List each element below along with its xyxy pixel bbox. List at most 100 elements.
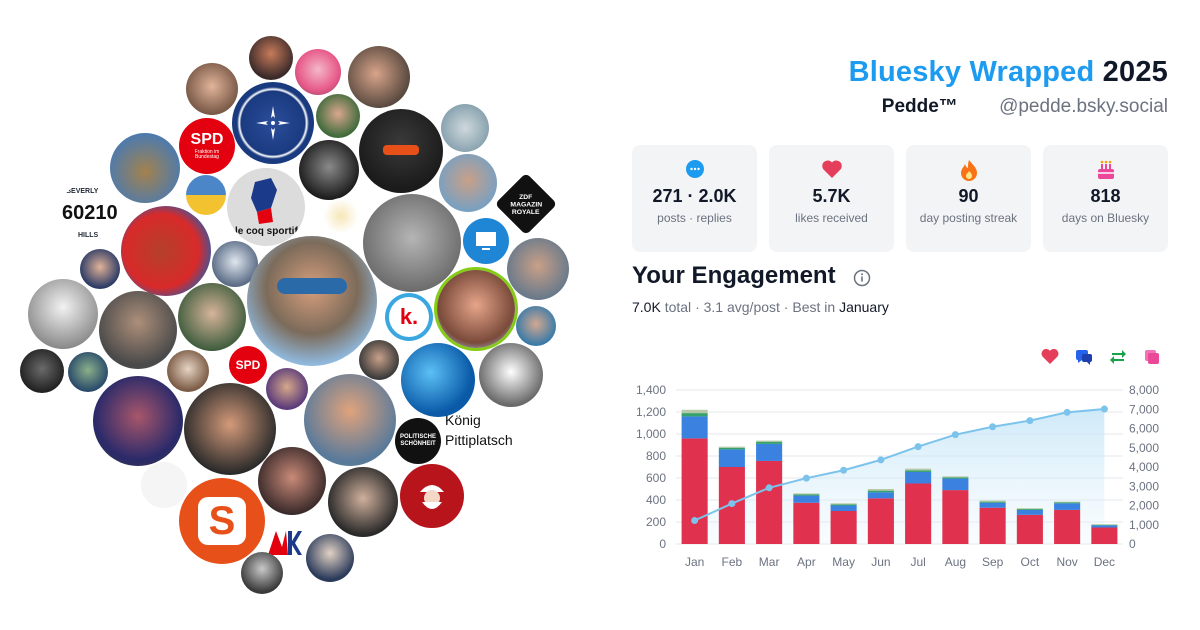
avatar[interactable] — [359, 109, 443, 193]
avatar[interactable] — [363, 194, 461, 292]
bar-segment-likes — [905, 483, 932, 544]
avatar-monitor[interactable] — [463, 218, 509, 264]
avatar-spd[interactable]: SPD — [229, 346, 267, 384]
avatar[interactable] — [258, 447, 326, 515]
quote-icon[interactable] — [1142, 347, 1162, 367]
stat-card-posts: 271 · 2.0K posts · replies — [632, 145, 757, 252]
avatar[interactable] — [295, 49, 341, 95]
avatar[interactable] — [479, 343, 543, 407]
avatar[interactable] — [93, 376, 183, 466]
cumulative-line — [694, 408, 1105, 522]
avatar-beverly-hills[interactable]: BEVERLY 60210 HILLS — [58, 182, 124, 248]
avatar-s-logo[interactable]: S — [179, 478, 265, 564]
avatar[interactable] — [306, 534, 354, 582]
bar-segment-replies — [942, 478, 969, 491]
bar-segment-likes — [1054, 509, 1081, 544]
y-left-tick-label: 400 — [646, 493, 666, 507]
avatar-spd-fraktion[interactable]: SPD Fraktion im Bundestag — [179, 118, 235, 174]
avatar-le-coq-sportif[interactable]: le coq sportif — [227, 168, 305, 246]
title-brand: Bluesky Wrapped — [848, 56, 1095, 88]
bar-segment-quotes — [867, 489, 894, 491]
heart-icon[interactable] — [1040, 347, 1060, 367]
avatar[interactable] — [121, 206, 211, 296]
cumulative-point — [1100, 405, 1108, 413]
x-tick-label: Jan — [685, 555, 704, 569]
avatar-highlighted[interactable] — [437, 270, 515, 348]
avatar[interactable] — [99, 291, 177, 369]
bar-segment-replies — [681, 416, 708, 439]
avatar[interactable] — [28, 279, 98, 349]
reply-icon[interactable] — [1074, 347, 1094, 367]
bar-segment-replies — [1091, 525, 1118, 528]
avatar[interactable] — [249, 36, 293, 80]
avatar[interactable] — [266, 368, 308, 410]
avatar-cluster: SPD Fraktion im Bundestag ZDF MAGAZIN RO… — [20, 36, 569, 594]
avatar[interactable] — [232, 82, 314, 164]
avatar[interactable] — [348, 46, 410, 108]
stat-card-days: 818 days on Bluesky — [1043, 145, 1168, 252]
bar-segment-reposts — [1016, 509, 1043, 510]
avatar[interactable] — [20, 349, 64, 393]
y-right-tick-label: 3,000 — [1129, 479, 1159, 493]
avatar[interactable] — [141, 462, 187, 508]
bar-segment-replies — [718, 449, 745, 467]
y-right-tick-label: 7,000 — [1129, 402, 1159, 416]
avatar[interactable] — [516, 306, 556, 346]
stat-label: posts · replies — [657, 211, 732, 225]
info-icon[interactable] — [853, 269, 871, 287]
x-tick-label: Jul — [910, 555, 925, 569]
avatar[interactable] — [441, 104, 489, 152]
avatar[interactable] — [401, 343, 475, 417]
y-right-tick-label: 0 — [1129, 537, 1136, 551]
y-right-tick-label: 2,000 — [1129, 499, 1159, 513]
avatar[interactable] — [299, 140, 359, 200]
bar-segment-likes — [867, 498, 894, 544]
avatar[interactable] — [178, 283, 246, 351]
avatar[interactable] — [323, 198, 359, 234]
profile-row: Pedde™ @pedde.bsky.social — [882, 96, 1168, 118]
x-tick-label: Feb — [722, 555, 743, 569]
stat-value: 818 — [1090, 186, 1121, 206]
y-left-tick-label: 1,000 — [636, 427, 666, 441]
avatar[interactable] — [247, 236, 377, 366]
avatar[interactable] — [167, 350, 209, 392]
bar-segment-reposts — [718, 447, 745, 450]
repost-icon[interactable] — [1108, 347, 1128, 367]
cumulative-point — [728, 500, 736, 508]
avatar[interactable] — [68, 352, 108, 392]
avatar[interactable] — [304, 374, 396, 466]
y-right-tick-label: 4,000 — [1129, 460, 1159, 474]
bar-segment-quotes — [718, 446, 745, 448]
avatar[interactable] — [359, 340, 399, 380]
avatar[interactable] — [80, 249, 120, 289]
avatar[interactable] — [316, 94, 360, 138]
avatar[interactable] — [241, 552, 283, 594]
avatar-politische-schoenheit[interactable]: POLITISCHE SCHÖNHEIT — [395, 418, 441, 464]
chart-legend — [1040, 347, 1162, 367]
bar-segment-likes — [793, 502, 820, 544]
bar-segment-likes — [756, 460, 783, 544]
avatar[interactable] — [328, 467, 398, 537]
avatar-k-logo[interactable]: k. — [385, 293, 433, 341]
avatar[interactable] — [186, 63, 238, 115]
cumulative-point — [877, 456, 885, 464]
bar-segment-reposts — [1091, 524, 1118, 526]
bar-segment-likes — [1016, 514, 1043, 544]
bar-segment-reposts — [681, 413, 708, 417]
engagement-best-month: January — [839, 299, 889, 315]
avatar-santa[interactable] — [400, 464, 464, 528]
bar-segment-reposts — [867, 490, 894, 493]
x-tick-label: Mar — [759, 555, 780, 569]
flame-icon — [960, 160, 977, 181]
bar-segment-quotes — [1016, 508, 1043, 510]
y-left-tick-label: 600 — [646, 471, 666, 485]
avatar[interactable] — [110, 133, 180, 203]
avatar[interactable] — [186, 175, 226, 215]
avatar[interactable] — [439, 154, 497, 212]
avatar[interactable] — [507, 238, 569, 300]
bar-segment-likes — [979, 507, 1006, 544]
avatar[interactable] — [184, 383, 276, 475]
user-handle[interactable]: @pedde.bsky.social — [999, 96, 1168, 117]
bar-segment-reposts — [905, 470, 932, 472]
chat-bubble-icon — [685, 160, 704, 178]
